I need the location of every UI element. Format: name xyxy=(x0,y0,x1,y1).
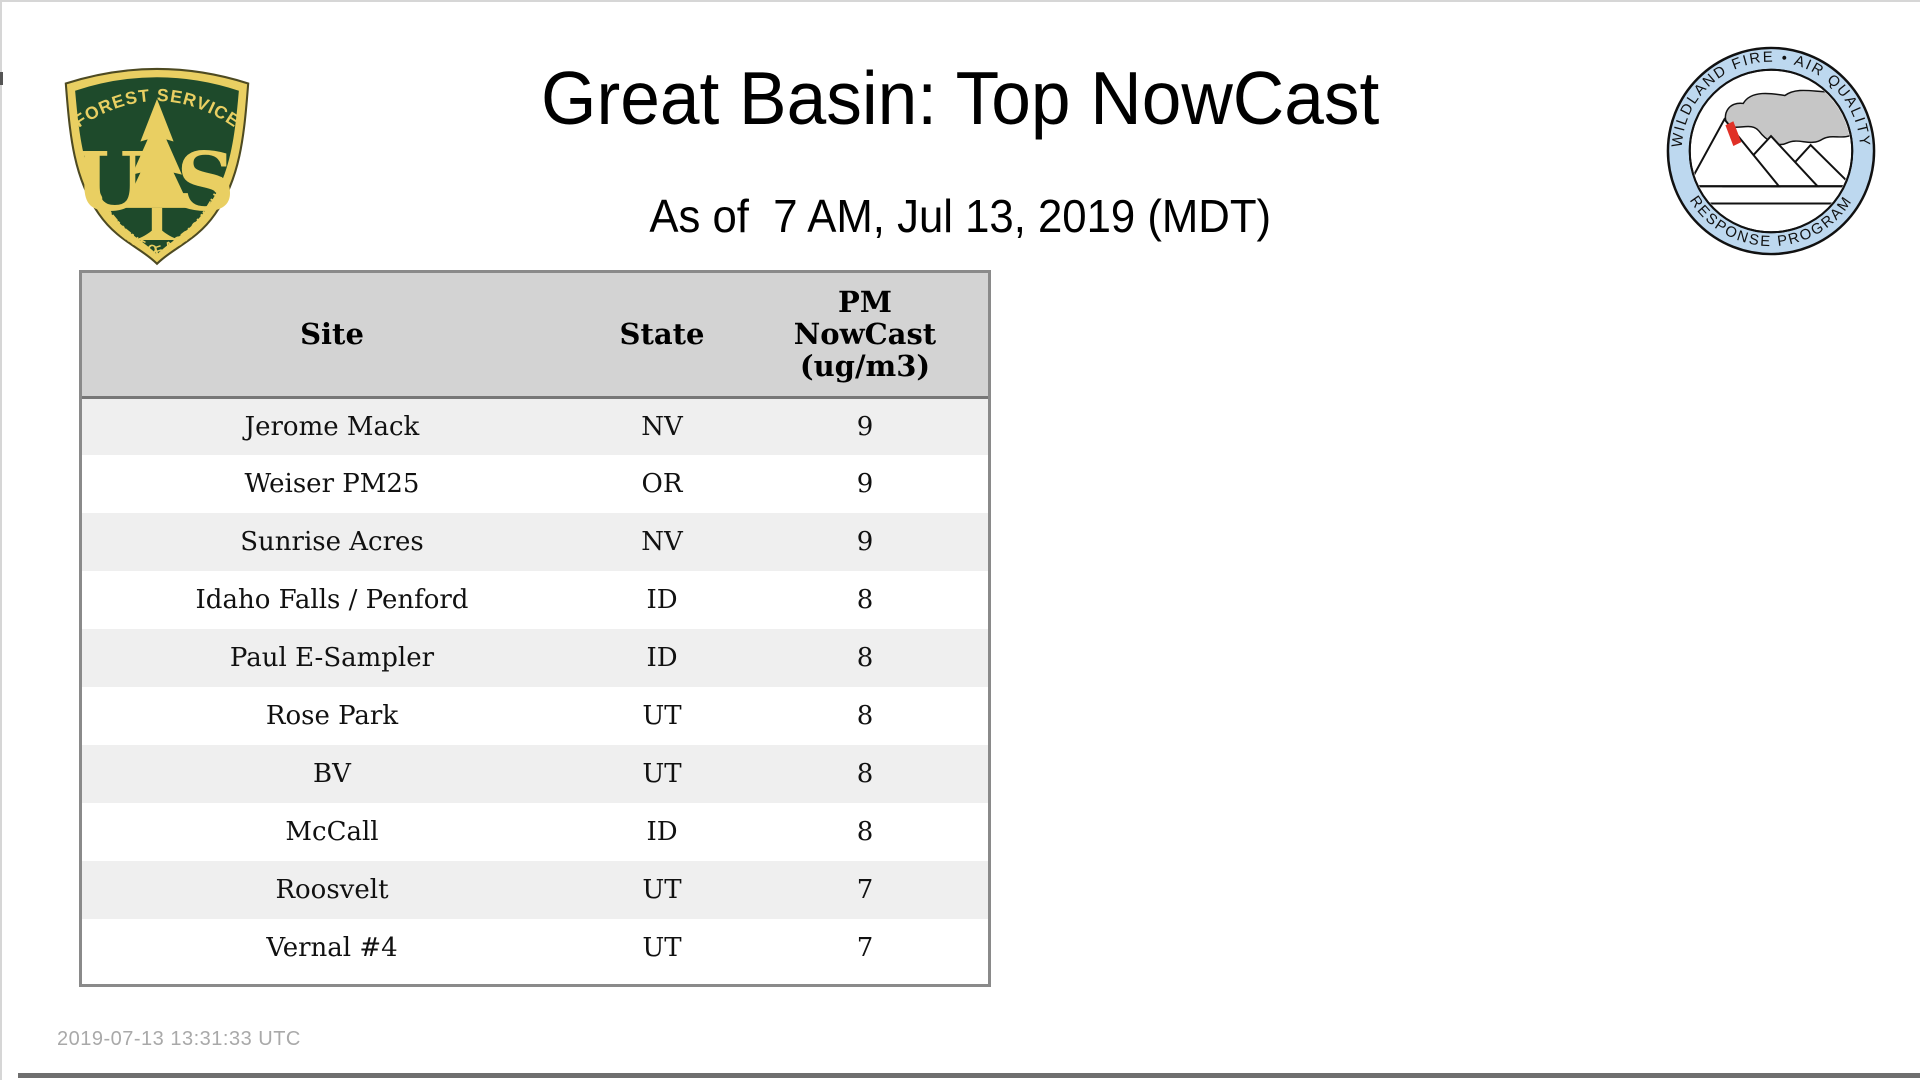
state-cell: UT xyxy=(642,759,682,789)
nowcast-table: Site State PM NowCast (ug/m3) Jerome Mac… xyxy=(82,273,988,977)
value-cell: 8 xyxy=(856,585,874,615)
pm-header-line2: NowCast xyxy=(793,317,937,352)
value-cell: 7 xyxy=(856,933,874,963)
value-cell: 9 xyxy=(856,527,874,557)
state-cell: UT xyxy=(642,875,682,905)
value-cell: 8 xyxy=(856,759,874,789)
table-row: Jerome Mack NV 9 xyxy=(82,397,988,455)
page-top-edge xyxy=(0,0,1920,2)
value-cell: 9 xyxy=(856,411,874,442)
site-cell: Vernal #4 xyxy=(266,933,398,963)
page-left-edge xyxy=(0,0,2,1080)
page-bottom-bar xyxy=(18,1073,1920,1078)
column-header-site: Site xyxy=(82,273,582,399)
state-cell: UT xyxy=(642,933,682,963)
state-cell: OR xyxy=(641,469,683,499)
table-row: McCall ID 8 xyxy=(82,803,988,861)
table-header-row: Site State PM NowCast (ug/m3) xyxy=(82,273,988,399)
site-cell: BV xyxy=(313,759,351,789)
smoke-plume-icon xyxy=(1724,89,1851,146)
state-cell: NV xyxy=(641,527,683,557)
page-title: Great Basin: Top NowCast xyxy=(0,58,1920,138)
table-row: BV UT 8 xyxy=(82,745,988,803)
table-row: Rose Park UT 8 xyxy=(82,687,988,745)
pm-header-line1: PM xyxy=(838,285,892,320)
table-row: Vernal #4 UT 7 xyxy=(82,919,988,977)
page-subtitle-text: As of 7 AM, Jul 13, 2019 (MDT) xyxy=(649,190,1271,242)
usfs-letter-u: U xyxy=(74,135,145,230)
footer-timestamp: 2019-07-13 13:31:33 UTC xyxy=(57,1028,301,1050)
site-cell: Weiser PM25 xyxy=(244,469,420,499)
value-cell: 8 xyxy=(856,643,874,673)
flame-mark-icon xyxy=(1725,121,1742,147)
usfs-letter-s: S xyxy=(177,135,235,230)
table-row: Idaho Falls / Penford ID 8 xyxy=(82,571,988,629)
state-cell: UT xyxy=(642,701,682,731)
usfs-pine-tree-icon xyxy=(123,99,191,240)
site-cell: Sunrise Acres xyxy=(240,527,424,557)
state-cell: ID xyxy=(646,817,678,847)
site-cell: Rose Park xyxy=(265,701,399,731)
table-row: Paul E-Sampler ID 8 xyxy=(82,629,988,687)
site-cell: Roosvelt xyxy=(275,875,389,905)
page-edge-mark xyxy=(0,72,3,85)
wfaqrp-badge-icon: WILDLAND FIRE • AIR QUALITY RESPONSE PRO… xyxy=(1666,46,1876,256)
wfaqrp-logo: WILDLAND FIRE • AIR QUALITY RESPONSE PRO… xyxy=(1662,42,1880,260)
value-cell: 9 xyxy=(856,469,874,499)
column-header-pm: PM NowCast (ug/m3) xyxy=(742,273,988,399)
value-cell: 8 xyxy=(856,701,874,731)
usfs-shield-icon: FOREST SERVICE DEPARTMENT OF AGRICULTURE… xyxy=(64,67,250,266)
page-title-text: Great Basin: Top NowCast xyxy=(540,56,1380,140)
pm-header-line3: (ug/m3) xyxy=(799,349,931,384)
usfs-logo: FOREST SERVICE DEPARTMENT OF AGRICULTURE… xyxy=(50,42,264,270)
value-cell: 7 xyxy=(856,875,874,905)
state-cell: NV xyxy=(641,411,683,442)
table-row: Sunrise Acres NV 9 xyxy=(82,513,988,571)
column-header-state: State xyxy=(582,273,742,399)
table-row: Weiser PM25 OR 9 xyxy=(82,455,988,513)
site-cell: Idaho Falls / Penford xyxy=(195,585,469,615)
site-cell: Jerome Mack xyxy=(244,411,420,442)
state-cell: ID xyxy=(646,643,678,673)
page-subtitle: As of 7 AM, Jul 13, 2019 (MDT) xyxy=(0,186,1920,246)
site-cell: McCall xyxy=(285,817,379,847)
value-cell: 8 xyxy=(856,817,874,847)
table-row: Roosvelt UT 7 xyxy=(82,861,988,919)
state-cell: ID xyxy=(646,585,678,615)
site-cell: Paul E-Sampler xyxy=(229,643,435,673)
